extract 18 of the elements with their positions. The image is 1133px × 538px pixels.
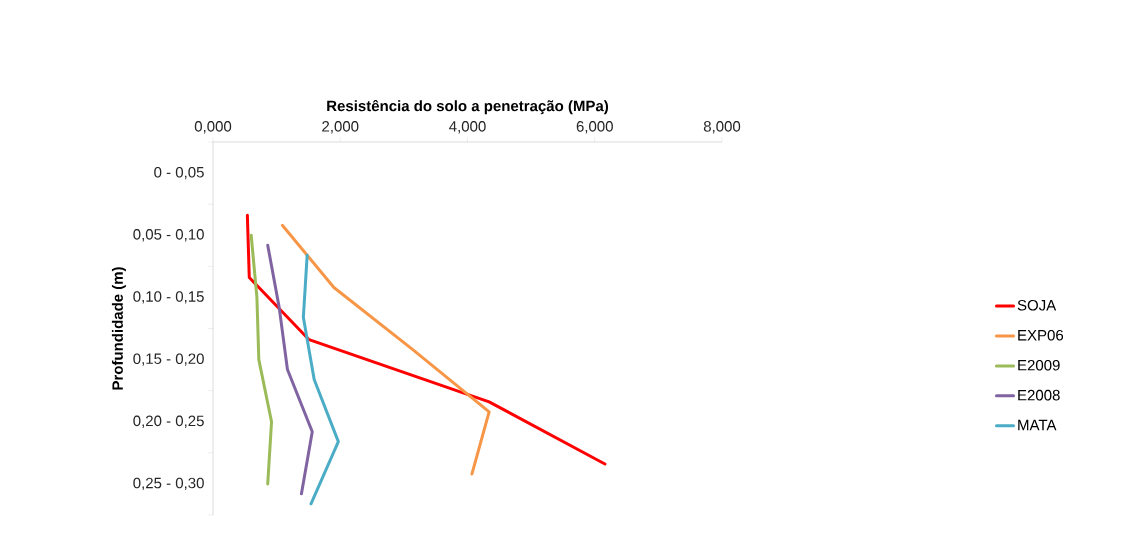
legend-label: E2008 — [1018, 389, 1060, 401]
legend-label: EXP06 — [1018, 329, 1064, 341]
y-tick-label: 0 - 0,05 — [154, 166, 204, 180]
x-tick-label: 8,000 — [703, 121, 741, 134]
y-tick-label: 0,25 - 0,30 — [133, 477, 204, 491]
legend-label: MATA — [1018, 419, 1057, 431]
y-axis-title: Profundidade (m) — [111, 267, 126, 390]
x-tick-label: 6,000 — [576, 121, 613, 134]
legend-label: SOJA — [1017, 299, 1057, 311]
y-tick-label: 0,20 - 0,25 — [133, 415, 204, 428]
y-tick-label: 0,05 - 0,10 — [133, 229, 204, 242]
x-tick-label: 2,000 — [322, 121, 359, 134]
x-tick-label: 0,000 — [194, 121, 232, 134]
x-tick-label: 4,000 — [449, 121, 486, 134]
y-tick-label: 0,10 - 0,15 — [133, 291, 204, 304]
legend-label: E2009 — [1018, 359, 1060, 371]
y-tick-label: 0,15 - 0,20 — [133, 353, 204, 366]
x-axis-title: Resistência do solo a penetração (MPa) — [327, 99, 609, 115]
